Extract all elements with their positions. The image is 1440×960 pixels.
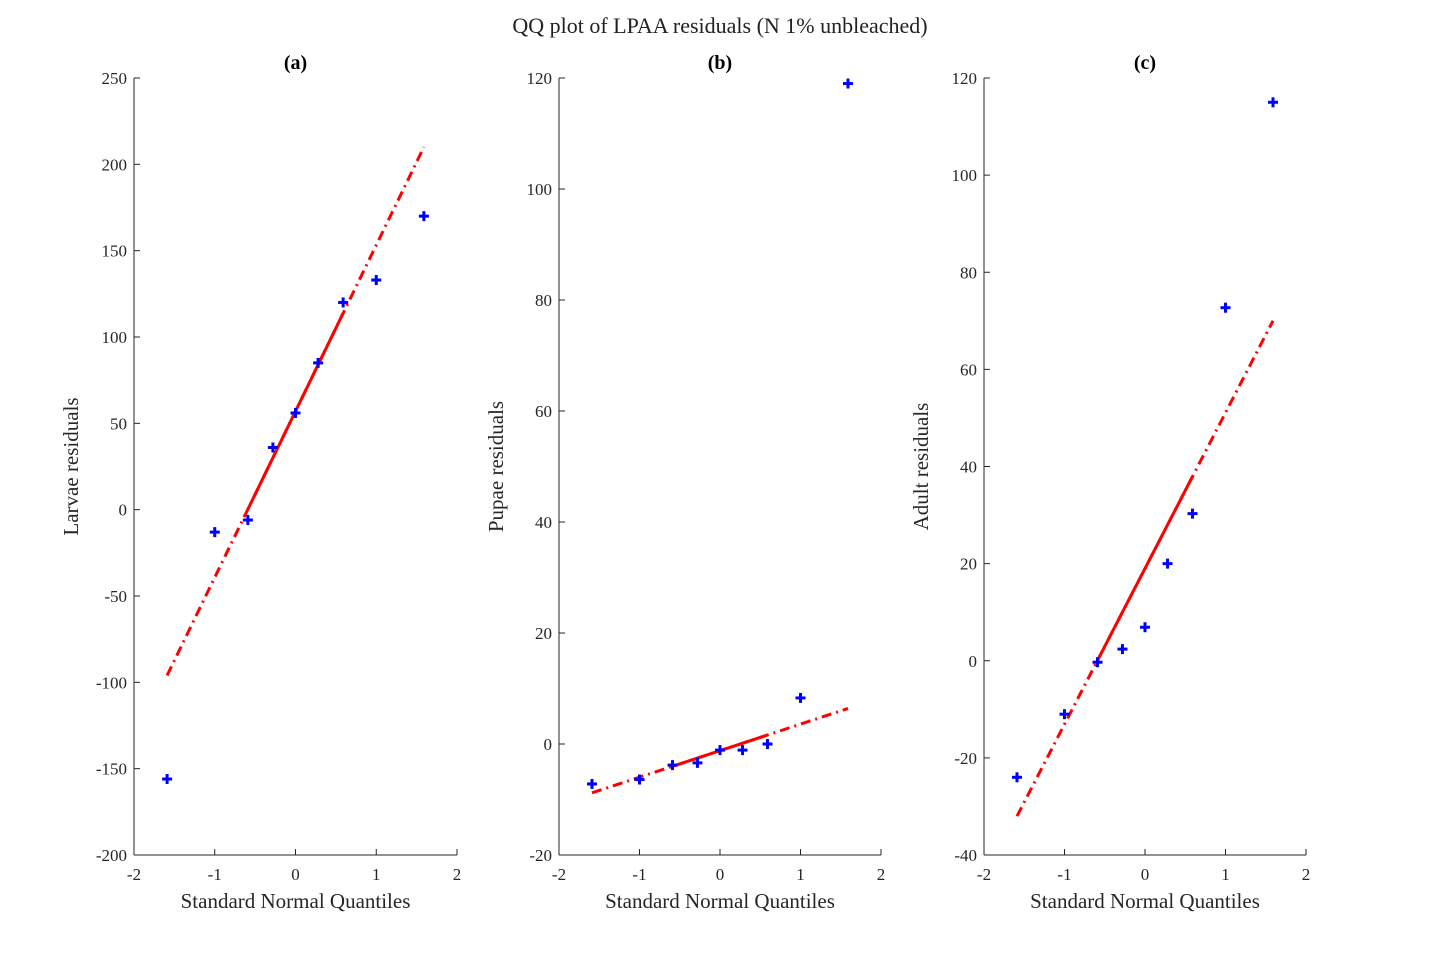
data-point [1117,644,1128,655]
panel-c: -40 -20 0 20 40 60 80 100 120 -2 -1 0 1 2 (c) Standard … [909,52,1310,913]
data-point [842,78,853,89]
x-tick-label: -1 [632,865,646,884]
data-point [762,739,773,749]
y-tick-label: -20 [954,749,977,768]
data-point [209,527,220,538]
data-point [242,515,253,526]
reference-line-extended [1015,320,1275,817]
x-tick-label: -1 [208,865,222,884]
panel-b: -20 0 20 40 60 80 100 120 -2 -1 0 1 2 (b) Standard Nor… [484,52,885,913]
data-point [587,778,598,789]
data-point [371,275,382,286]
panel-title: (a) [284,52,307,74]
data-point [1140,622,1150,633]
data-point [1220,302,1231,313]
data-point [1187,508,1198,519]
y-axis-label: Pupae residuals [484,401,508,532]
y-tick-label: 40 [960,458,977,477]
data-point [1092,657,1103,668]
data-point [667,760,678,771]
y-tick-label: 0 [969,652,978,671]
data-point [715,745,725,756]
figure-title: QQ plot of LPAA residuals (N 1% unbleach… [512,13,927,38]
data-point [1162,558,1173,569]
data-point [1059,709,1070,720]
data-point [418,211,429,222]
x-tick-label: 1 [796,865,805,884]
y-tick-label: -150 [96,760,127,779]
x-axis-label: Standard Normal Quantiles [181,889,411,913]
x-tick-label: -2 [127,865,141,884]
panel-title: (c) [1134,52,1156,74]
y-tick-label: 80 [535,291,552,310]
y-tick-label: 20 [535,624,552,643]
y-tick-label: -200 [96,846,127,865]
data-point [737,745,748,756]
y-tick-label: -40 [954,846,977,865]
data-point [162,774,173,785]
y-tick-label: -100 [96,673,127,692]
x-tick-label: 0 [716,865,725,884]
y-tick-label: 60 [535,402,552,421]
x-tick-label: 1 [372,865,381,884]
x-axis-label: Standard Normal Quantiles [1030,889,1260,913]
reference-line-fit [1096,475,1194,662]
x-tick-label: -1 [1057,865,1071,884]
data-point [267,442,278,453]
y-tick-label: 120 [952,69,978,88]
data-point [290,407,301,418]
y-tick-label: -50 [104,587,127,606]
data-point [1267,97,1278,108]
x-tick-label: 2 [453,865,462,884]
x-axis-label: Standard Normal Quantiles [605,889,835,913]
y-tick-label: 0 [544,735,553,754]
x-tick-label: 1 [1221,865,1230,884]
data-point [313,357,324,368]
y-tick-label: -20 [529,846,552,865]
data-point [795,692,806,703]
data-point [634,774,645,785]
y-tick-label: 150 [102,242,128,261]
data-point [338,297,349,308]
x-tick-label: 2 [877,865,886,884]
y-axis-label: Adult residuals [909,403,933,531]
data-point [692,757,703,768]
y-tick-label: 20 [960,555,977,574]
y-tick-label: 120 [527,69,553,88]
y-tick-label: 80 [960,263,977,282]
x-tick-label: -2 [552,865,566,884]
y-tick-label: 200 [102,155,128,174]
x-tick-label: -2 [977,865,991,884]
panel-title: (b) [708,52,732,74]
y-tick-label: 50 [110,414,127,433]
y-tick-label: 100 [527,180,553,199]
y-tick-label: 40 [535,513,552,532]
x-tick-label: 0 [291,865,300,884]
y-tick-label: 100 [952,166,978,185]
panel-a: -200 -150 -100 -50 0 50 100 150 200 250 -2 -1 0 1 2 (a)… [59,52,461,913]
x-tick-label: 0 [1141,865,1150,884]
y-tick-label: 60 [960,360,977,379]
y-tick-label: 0 [119,501,128,520]
data-point [1012,772,1023,783]
y-axis-label: Larvae residuals [59,397,83,535]
x-tick-label: 2 [1302,865,1311,884]
y-tick-label: 100 [102,328,128,347]
y-tick-label: 250 [102,69,128,88]
